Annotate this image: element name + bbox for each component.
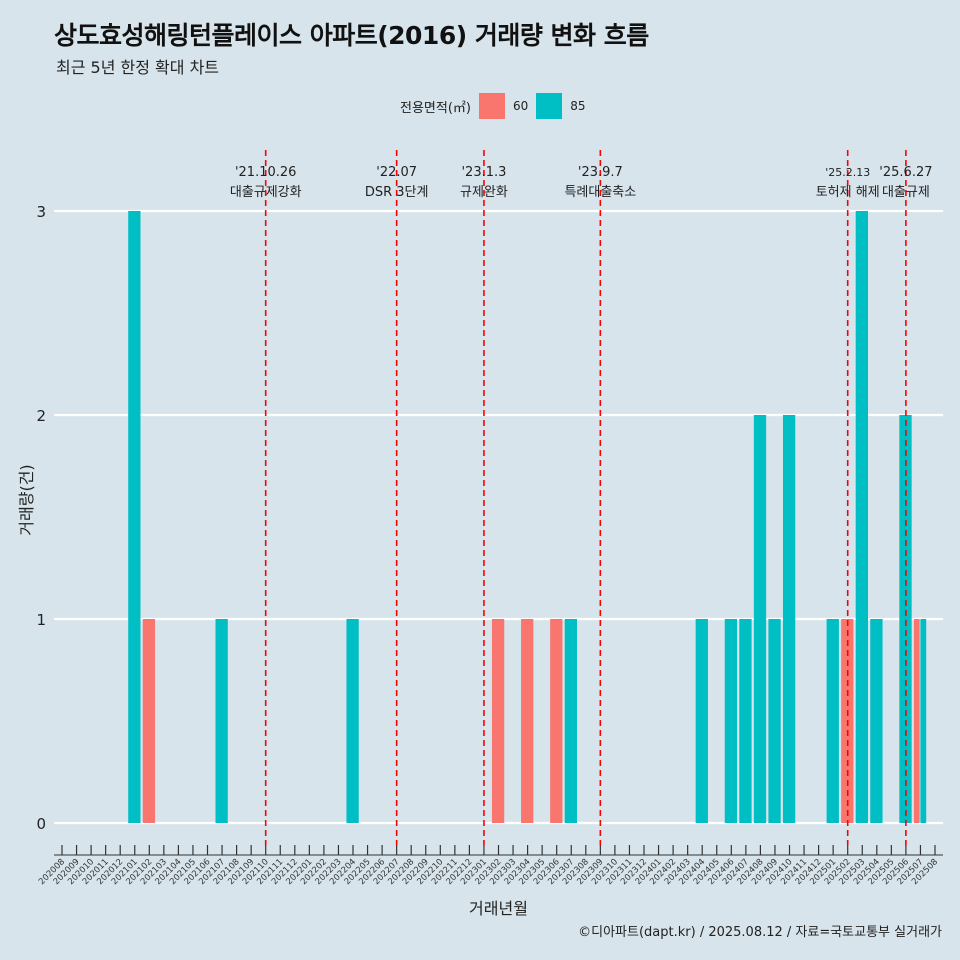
event-date-2: '23.1.3	[461, 165, 506, 180]
bar-85-202503	[855, 211, 868, 823]
bar-85-202409	[768, 619, 781, 823]
event-label-3: 특례대출축소	[564, 185, 636, 200]
y-tick-label: 1	[36, 611, 46, 629]
legend-item-85: 85	[536, 93, 586, 119]
event-label-2: 규제완화	[460, 185, 508, 200]
legend-label-85: 85	[570, 99, 586, 113]
event-date-4: '25.2.13	[825, 166, 870, 179]
bar-60-202102	[142, 619, 156, 823]
event-label-1: DSR 3단계	[365, 185, 429, 200]
y-tick-label: 0	[36, 815, 46, 833]
y-tick-label: 3	[36, 203, 46, 221]
bar-85-202107	[215, 619, 228, 823]
legend-swatch-60	[478, 93, 505, 119]
bar-85-202507	[920, 619, 927, 823]
chart-caption: ©디아파트(dapt.kr) / 2025.08.12 / 자료=국토교통부 실…	[578, 925, 942, 940]
bar-60-202302	[491, 619, 505, 823]
chart-subtitle: 최근 5년 한정 확대 차트	[56, 58, 220, 77]
event-date-1: '22.07	[376, 165, 417, 180]
event-date-0: '21.10.26	[235, 165, 296, 180]
event-date-5: '25.6.27	[879, 165, 932, 180]
legend-item-60: 60	[478, 93, 529, 119]
bar-85-202101	[128, 211, 141, 823]
legend-swatch-85	[536, 93, 563, 119]
bar-85-202407	[739, 619, 752, 823]
event-date-3: '23.9.7	[578, 165, 623, 180]
legend-title: 전용면적(㎡)	[400, 100, 471, 116]
x-axis-title: 거래년월	[469, 899, 528, 918]
legend: 전용면적(㎡) 60 85	[400, 93, 594, 119]
bar-85-202504	[870, 619, 883, 823]
event-label-4: 토허제 해제	[816, 185, 880, 200]
bar-85-202307	[564, 619, 577, 823]
event-label-5: 대출규제	[882, 185, 930, 200]
chart-title: 상도효성해링턴플레이스 아파트(2016) 거래량 변화 흐름	[54, 21, 649, 50]
bar-85-202501	[826, 619, 839, 823]
legend-label-60: 60	[512, 99, 529, 113]
bar-60-202304	[521, 619, 534, 823]
bar-85-202404	[695, 619, 708, 823]
event-label-0: 대출규제강화	[230, 185, 302, 200]
bar-85-202410	[782, 415, 796, 823]
bar-60-202306	[550, 619, 563, 823]
bar-85-202506	[899, 415, 912, 823]
bar-60-202507	[913, 619, 920, 823]
bar-85-202408	[753, 415, 767, 823]
bar-85-202406	[724, 619, 738, 823]
y-axis-title: 거래량(건)	[17, 464, 36, 535]
y-tick-label: 2	[36, 407, 46, 425]
bar-85-202204	[346, 619, 359, 823]
